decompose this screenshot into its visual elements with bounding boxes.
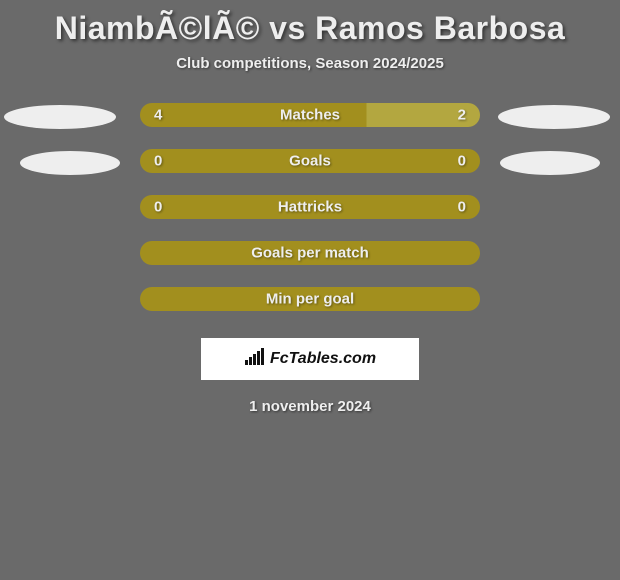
stat-row: Hattricks 0 0 — [0, 192, 620, 238]
stat-bar-fill: Goals per match — [140, 241, 480, 265]
stat-value-right: 2 — [458, 107, 480, 124]
stat-row: Min per goal — [0, 284, 620, 330]
stat-bar: Hattricks 0 0 — [140, 195, 480, 219]
stat-row: Matches 4 2 — [0, 100, 620, 146]
stat-label: Hattricks — [278, 199, 342, 216]
player-ellipse-left — [4, 105, 116, 129]
comparison-infographic: NiambÃ©lÃ© vs Ramos Barbosa Club competi… — [0, 0, 620, 415]
player-ellipse-right — [498, 105, 610, 129]
bar-chart-icon — [244, 348, 266, 371]
stat-bar: Goals 0 0 — [140, 149, 480, 173]
subtitle: Club competitions, Season 2024/2025 — [0, 55, 620, 100]
stat-rows: Matches 4 2 Goals 0 0 Hattricks 0 0 Goals per mat… — [0, 100, 620, 330]
stat-bar: Min per goal — [140, 287, 480, 311]
stat-value-left: 4 — [140, 107, 162, 124]
stat-label: Matches — [280, 107, 340, 124]
player-ellipse-right — [500, 151, 600, 175]
stat-bar-fill: Goals 0 0 — [140, 149, 480, 173]
stat-bar: Matches 4 2 — [140, 103, 480, 127]
stat-value-left: 0 — [140, 153, 162, 170]
stat-label: Min per goal — [266, 291, 354, 308]
logo-text: FcTables.com — [270, 350, 376, 368]
stat-bar-fill: Hattricks 0 0 — [140, 195, 480, 219]
stat-value-right: 0 — [458, 199, 480, 216]
page-title: NiambÃ©lÃ© vs Ramos Barbosa — [0, 0, 620, 55]
stat-bar-fill: Min per goal — [140, 287, 480, 311]
stat-row: Goals 0 0 — [0, 146, 620, 192]
stat-label: Goals per match — [251, 245, 369, 262]
stat-value-left: 0 — [140, 199, 162, 216]
player-ellipse-left — [20, 151, 120, 175]
stat-bar-fill: Matches 4 2 — [140, 103, 480, 127]
logo-content: FcTables.com — [244, 348, 376, 371]
stat-value-right: 0 — [458, 153, 480, 170]
logo-box[interactable]: FcTables.com — [201, 338, 419, 380]
date-text: 1 november 2024 — [0, 380, 620, 415]
stat-label: Goals — [289, 153, 331, 170]
stat-row: Goals per match — [0, 238, 620, 284]
stat-bar: Goals per match — [140, 241, 480, 265]
